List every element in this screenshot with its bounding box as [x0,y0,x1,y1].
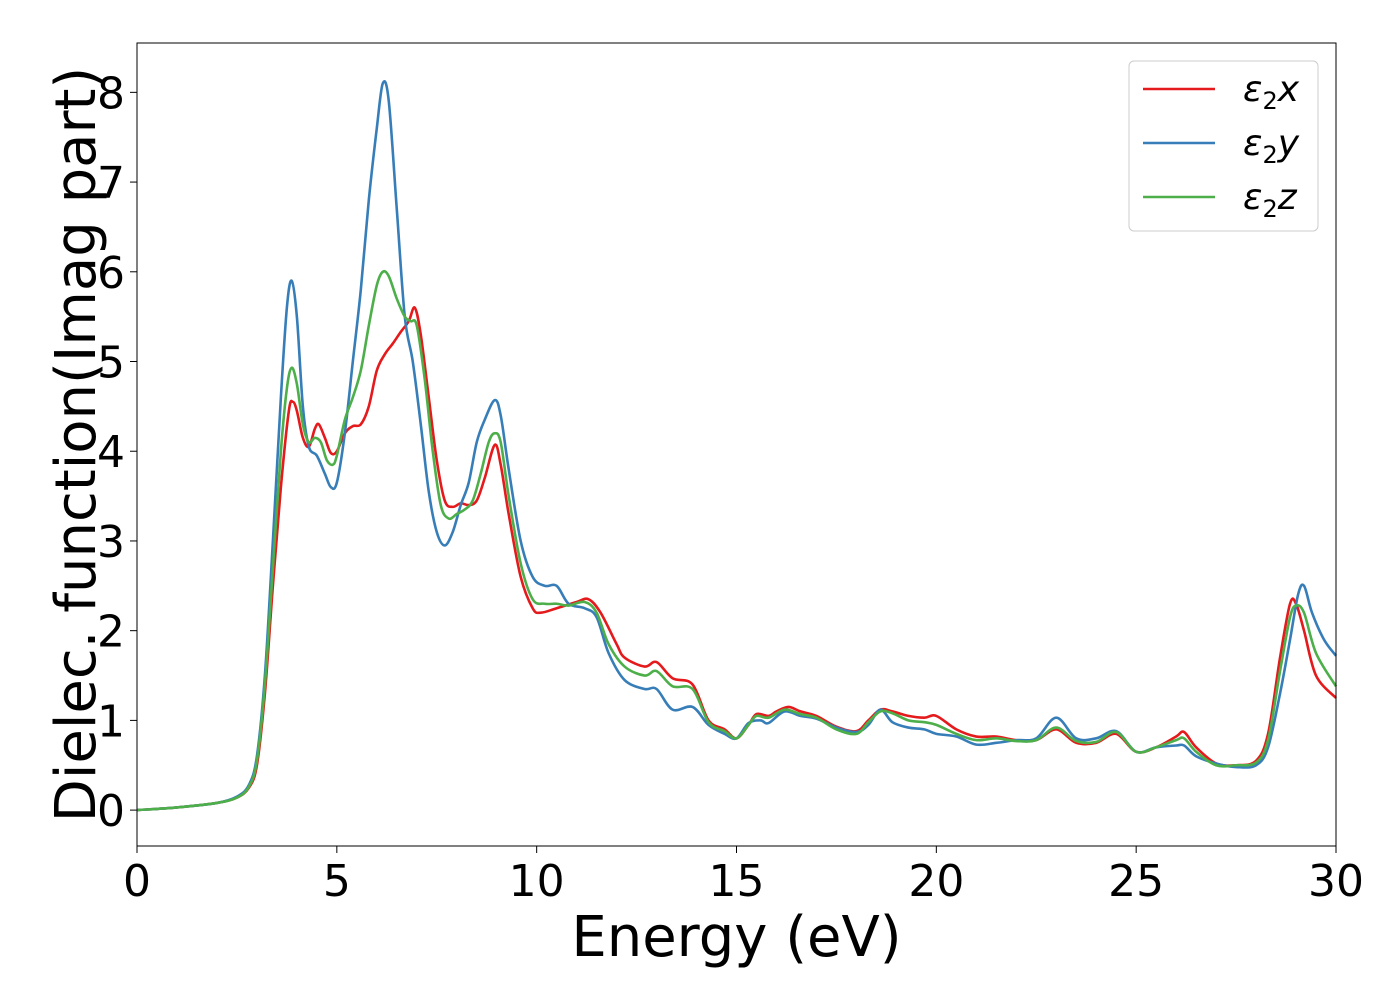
y-axis: 0 1 2 3 4 5 6 7 8 [97,68,137,837]
y-tick-label: 1 [97,696,125,747]
y-tick-label: 3 [97,517,125,568]
legend-box [1128,60,1319,232]
y-tick-label: 5 [97,338,125,389]
legend-label-z: ε2z [1243,177,1298,223]
x-tick-label: 5 [323,856,351,907]
x-tick-label: 25 [1108,856,1164,907]
x-tick-label: 10 [509,856,565,907]
y-tick-label: 0 [97,786,125,837]
y-tick-label: 2 [97,607,125,658]
legend-label-x: ε2x [1243,69,1300,115]
legend: ε2x ε2y ε2z [1128,60,1319,232]
x-tick-label: 0 [123,856,151,907]
series-layer [136,80,1338,812]
x-tick-label: 20 [908,856,964,907]
x-axis-label: Energy (eV) [571,905,901,970]
y-axis-label: Dielec. function(Imag part) [44,67,109,823]
y-tick-label: 4 [97,427,125,478]
y-tick-label: 7 [97,158,125,209]
x-tick-label: 30 [1308,856,1364,907]
y-tick-label: 6 [97,248,125,299]
x-tick-label: 15 [709,856,765,907]
legend-label-y: ε2y [1243,123,1300,169]
series-line-z [136,269,1338,812]
x-axis: 0 5 10 15 20 25 30 [123,846,1364,907]
y-tick-label: 8 [97,68,125,119]
